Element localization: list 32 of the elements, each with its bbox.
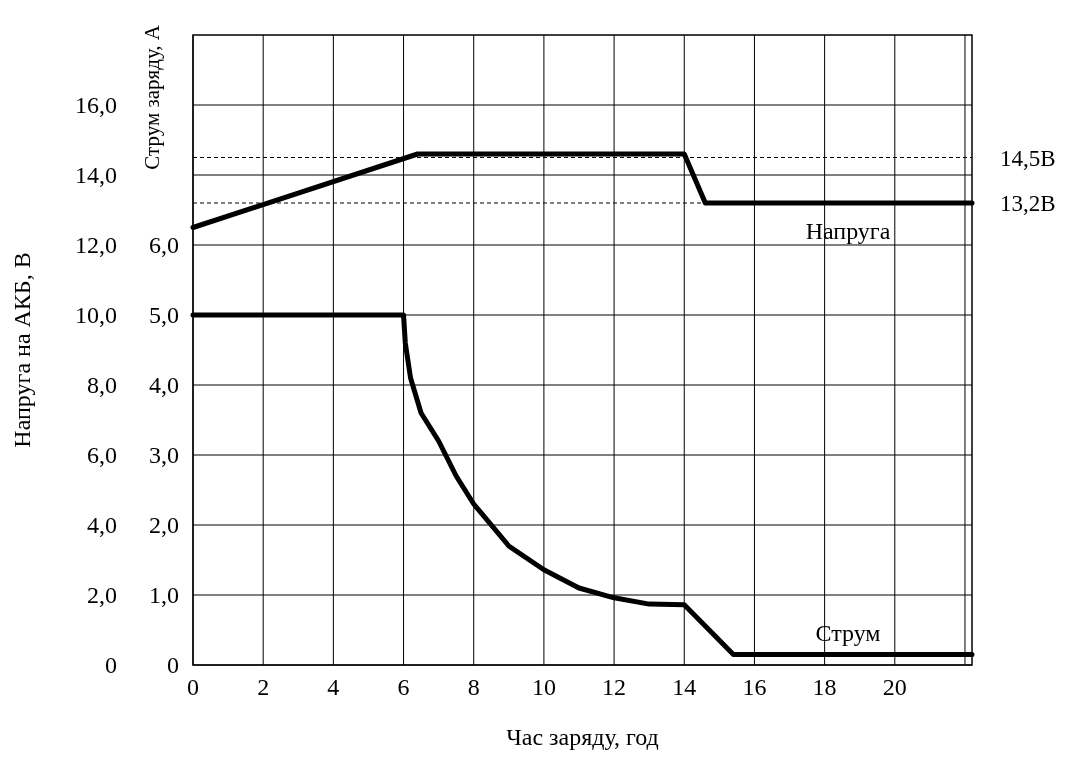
x-tick-label: 18 (812, 674, 837, 700)
y-axis-title: Напруга на АКБ, В (9, 252, 35, 448)
y-tick-label: 14,0 (75, 162, 117, 188)
y-tick-label: 2,0 (87, 582, 117, 608)
x-tick-label: 10 (531, 674, 556, 700)
y2-tick-label: 3,0 (149, 442, 179, 468)
y-tick-label: 4,0 (87, 512, 117, 538)
ref-line-label: 13,2В (1000, 191, 1056, 216)
x-tick-label: 12 (602, 674, 627, 700)
ref-line-label: 14,5В (1000, 145, 1056, 171)
x-tick-label: 16 (742, 674, 767, 700)
y2-tick-label: 4,0 (149, 372, 179, 398)
x-tick-label: 14 (672, 674, 697, 700)
x-tick-label: 4 (327, 674, 340, 700)
y-tick-label: 6,0 (87, 442, 117, 468)
x-tick-label: 8 (467, 674, 480, 700)
y2-tick-label: 0 (167, 652, 179, 678)
x-tick-label: 20 (882, 674, 907, 700)
y2-tick-label: 5,0 (149, 302, 179, 328)
y-tick-label: 8,0 (87, 372, 117, 398)
x-tick-label: 2 (257, 674, 270, 700)
x-tick-label: 0 (187, 674, 199, 700)
y-tick-label: 16,0 (75, 92, 117, 118)
y2-tick-label: 2,0 (149, 512, 179, 538)
x-tick-label: 6 (397, 674, 410, 700)
y2-axis-title: Струм заряду, А (140, 24, 164, 170)
y-tick-label: 12,0 (75, 232, 117, 258)
x-axis-title: Час заряду, год (506, 724, 659, 750)
y2-tick-label: 6,0 (149, 232, 179, 258)
y-tick-label: 10,0 (75, 302, 117, 328)
y-tick-label: 0 (105, 652, 117, 678)
y2-tick-label: 1,0 (149, 582, 179, 608)
